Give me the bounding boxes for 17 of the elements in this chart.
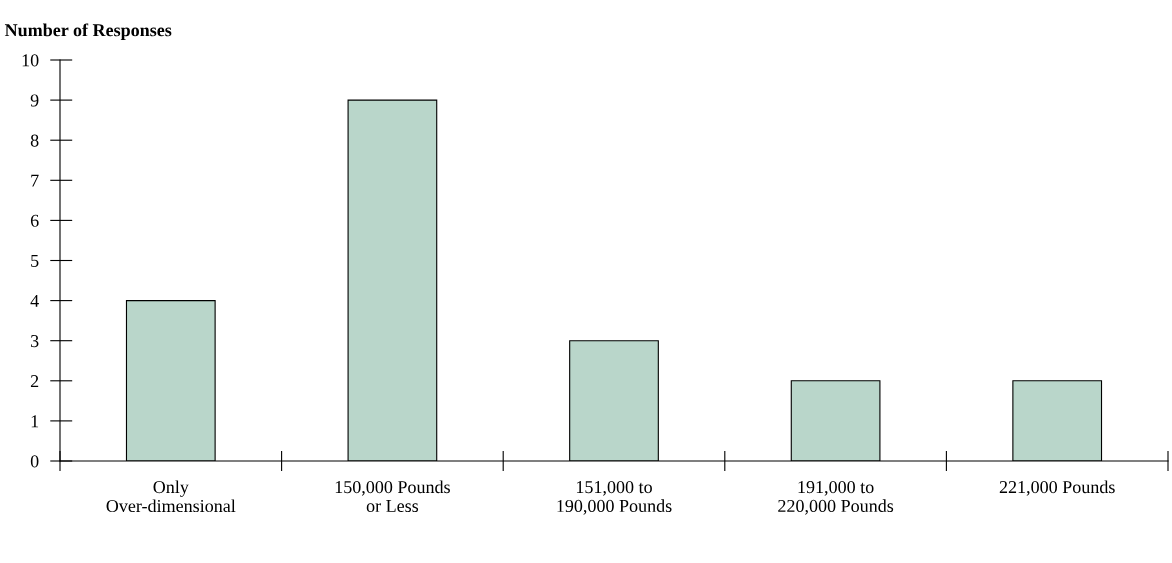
y-tick-label: 0 bbox=[30, 455, 39, 468]
y-tick-label: 1 bbox=[31, 415, 39, 428]
y-tick-label: 9 bbox=[30, 94, 39, 107]
y-tick-label: 4 bbox=[30, 294, 39, 307]
y-tick-label: 2 bbox=[30, 375, 39, 388]
x-tick-label: 151,000 to 190,000 Pounds bbox=[557, 480, 672, 515]
x-tick-label: 191,000 to 220,000 Pounds bbox=[778, 480, 894, 515]
x-tick-label: Only Over-dimensional bbox=[106, 480, 236, 513]
y-tick-label: 5 bbox=[31, 254, 39, 267]
y-tick-label: 7 bbox=[31, 174, 39, 187]
y-tick-label: 10 bbox=[22, 54, 39, 67]
y-axis-title: Number of Responses bbox=[4, 23, 172, 40]
x-tick-label: 150,000 Pounds or Less bbox=[335, 480, 450, 513]
y-tick-label: 8 bbox=[30, 134, 39, 147]
y-tick-label: 3 bbox=[31, 335, 39, 348]
y-tick-label: 6 bbox=[30, 214, 39, 227]
x-tick-label: 221,000 Pounds bbox=[999, 480, 1115, 496]
